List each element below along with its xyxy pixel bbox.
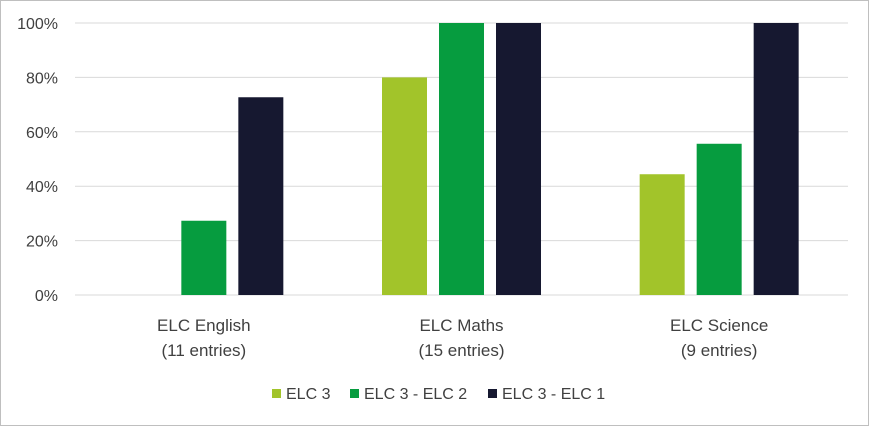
legend-swatch bbox=[488, 389, 497, 398]
y-tick-label: 40% bbox=[26, 179, 58, 196]
y-tick-label: 80% bbox=[26, 70, 58, 87]
y-tick-label: 20% bbox=[26, 234, 58, 251]
legend-label: ELC 3 bbox=[286, 386, 331, 403]
x-tick-label: ELC English bbox=[157, 316, 251, 335]
bar-elc-3-elc-2 bbox=[439, 23, 484, 295]
x-tick-label: ELC Science bbox=[670, 316, 768, 335]
x-tick-label: (15 entries) bbox=[419, 341, 505, 360]
bar-elc-3-elc-2 bbox=[696, 143, 742, 295]
x-tick-label: (11 entries) bbox=[161, 341, 246, 360]
y-tick-label: 100% bbox=[17, 16, 58, 33]
x-tick-label: (9 entries) bbox=[681, 341, 758, 360]
legend-label: ELC 3 - ELC 1 bbox=[502, 386, 605, 403]
legend-swatch bbox=[350, 389, 359, 398]
bar-elc-3-elc-1 bbox=[238, 97, 284, 295]
x-tick-label: ELC Maths bbox=[419, 316, 503, 335]
y-tick-label: 60% bbox=[26, 125, 58, 142]
legend-label: ELC 3 - ELC 2 bbox=[364, 386, 467, 403]
bar-elc-3 bbox=[639, 174, 685, 295]
bar-elc-3 bbox=[382, 77, 427, 296]
legend-swatch bbox=[272, 389, 281, 398]
y-tick-label: 0% bbox=[35, 288, 58, 305]
bar-elc-3-elc-1 bbox=[496, 23, 541, 295]
bar-elc-3-elc-2 bbox=[181, 220, 227, 295]
bar-elc-3-elc-1 bbox=[753, 23, 799, 295]
